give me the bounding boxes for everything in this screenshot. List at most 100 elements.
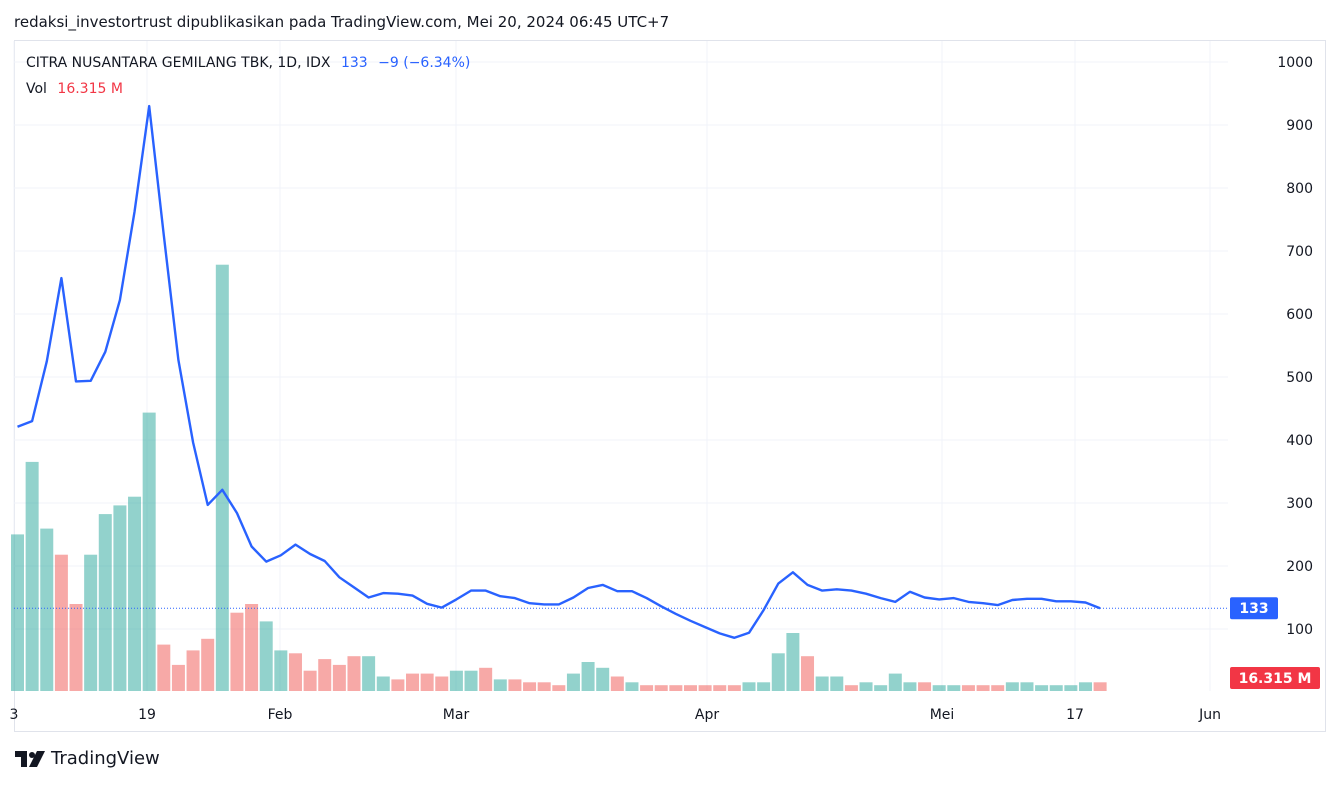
y-tick-label: 400 [1286,433,1313,449]
volume-bar [859,682,873,691]
volume-bar [1064,685,1078,691]
x-tick-label: 3 [10,707,19,723]
volume-bar [157,644,171,691]
volume-bar [201,638,215,691]
volume-bar [727,685,741,691]
volume-bar [40,528,54,691]
symbol-legend: CITRA NUSANTARA GEMILANG TBK, 1D, IDX 13… [26,55,470,71]
price-axis: 100 200 300 400 500 600 700 800 900 1000 [1277,55,1313,638]
volume-bar [654,685,668,691]
volume-bar [552,685,566,691]
y-tick-label: 800 [1286,181,1313,197]
volume-bar [1020,682,1034,691]
price-badge-label: 133 [1239,601,1268,617]
volume-bar [449,670,463,691]
volume-bar [230,612,244,691]
price-change: −9 (−6.34%) [378,55,471,71]
volume-bar [420,673,434,691]
volume-bars [11,264,1107,691]
volume-bar [215,264,229,691]
volume-bar [1078,682,1092,691]
volume-bar [259,621,273,691]
volume-bar [362,656,376,691]
price-line [17,104,1101,639]
volume-bar [84,554,98,691]
volume-bar [479,667,493,691]
volume-bar [698,685,712,691]
time-axis: 3 19 Feb Mar Apr Mei 17 Jun [10,707,1221,723]
volume-bar [1005,682,1019,691]
volume-bar [493,679,507,691]
volume-bar [786,633,800,691]
publication-caption: redaksi_investortrust dipublikasikan pad… [14,13,670,31]
volume-bar [98,514,112,691]
volume-bar [961,685,975,691]
volume-bar [508,679,522,691]
volume-bar [376,676,390,691]
volume-bar [566,673,580,691]
volume-bar [1035,685,1049,691]
volume-bar [11,534,24,691]
y-tick-label: 200 [1286,559,1313,575]
volume-bar [771,653,785,691]
tradingview-brand[interactable]: TradingView [15,748,160,769]
x-tick-label: 19 [138,707,156,723]
volume-bar [113,505,127,691]
volume-bar [581,662,595,691]
y-tick-label: 900 [1286,118,1313,134]
volume-bar [801,656,815,691]
volume-bar [523,682,537,691]
volume-bar [1049,685,1063,691]
volume-value: 16.315 M [57,81,123,97]
volume-badge-label: 16.315 M [1239,671,1312,687]
volume-bar [757,682,771,691]
volume-bar [888,673,902,691]
x-tick-label: Apr [695,707,719,723]
volume-bar [683,685,697,691]
volume-bar [844,685,858,691]
volume-bar [288,653,302,691]
volume-bar [640,685,654,691]
price-series [17,104,1101,639]
volume-bar [742,682,756,691]
x-tick-label: Jun [1198,707,1221,723]
volume-bar [128,496,142,691]
y-tick-label: 500 [1286,370,1313,386]
volume-bar [932,685,946,691]
volume-bar [435,676,449,691]
volume-bar [596,667,610,691]
volume-bar [332,664,346,691]
volume-bar [918,682,932,691]
axis-badges: 133 16.315 M [1230,597,1320,689]
volume-bar [245,604,259,691]
volume-bar [991,685,1005,691]
volume-bar [830,676,844,691]
volume-bar [186,650,200,691]
symbol-name: CITRA NUSANTARA GEMILANG TBK, 1D, IDX [26,55,331,71]
y-tick-label: 300 [1286,496,1313,512]
volume-bar [1093,682,1107,691]
grid-lines [13,41,1228,691]
volume-bar [815,676,829,691]
volume-bar [69,604,83,691]
x-tick-label: Feb [268,707,293,723]
y-tick-label: 100 [1286,622,1313,638]
price-badge [1230,597,1278,620]
volume-badge [1230,667,1320,689]
volume-bar [25,461,39,691]
volume-bar [347,656,361,691]
volume-bar [406,673,420,691]
volume-bar [947,685,961,691]
last-price: 133 [340,55,368,71]
volume-bar [54,554,68,691]
x-tick-label: 17 [1066,707,1084,723]
volume-bar [625,682,639,691]
brand-name: TradingView [51,748,160,769]
volume-label: Vol [26,81,47,97]
volume-bar [171,664,185,691]
volume-bar [610,676,624,691]
volume-bar [713,685,727,691]
y-tick-label: 1000 [1277,55,1313,71]
x-tick-label: Mar [443,707,470,723]
